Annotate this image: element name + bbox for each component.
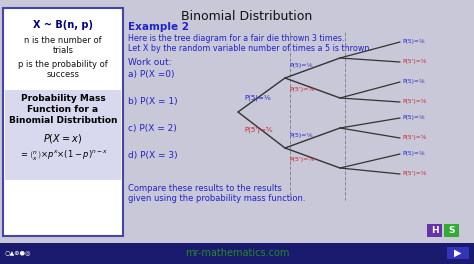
Text: P(5)=⅙: P(5)=⅙	[402, 152, 425, 157]
Text: given using the probability mass function.: given using the probability mass functio…	[128, 194, 306, 203]
Text: P(5')=⅚: P(5')=⅚	[402, 172, 426, 177]
Text: Probability Mass: Probability Mass	[21, 94, 105, 103]
Text: Example 2: Example 2	[128, 22, 189, 32]
Text: P(5')=⅚: P(5')=⅚	[402, 100, 426, 105]
Bar	[5, 90, 121, 180]
Text: Here is the tree diagram for a fair die thrown 3 times.: Here is the tree diagram for a fair die …	[128, 34, 345, 43]
Text: ▶: ▶	[454, 248, 462, 258]
Text: P(5')=⅚: P(5')=⅚	[402, 59, 426, 64]
Text: $=\binom{n}{x}{\times}p^x{\times}(1-p)^{n-x}$: $=\binom{n}{x}{\times}p^x{\times}(1-p)^{…	[18, 148, 108, 162]
Text: trials: trials	[53, 46, 73, 55]
Text: P(5')=⅚: P(5')=⅚	[289, 158, 314, 163]
Text: p is the probability of: p is the probability of	[18, 60, 108, 69]
Text: Work out:: Work out:	[128, 58, 172, 67]
Text: P(5)=⅙: P(5)=⅙	[402, 40, 425, 45]
Text: P(5)=⅙: P(5)=⅙	[402, 79, 425, 84]
Text: a) P(X =0): a) P(X =0)	[128, 70, 174, 79]
Bar	[444, 224, 459, 237]
Text: X ~ B(n, p): X ~ B(n, p)	[33, 20, 93, 30]
Text: S: S	[448, 226, 455, 235]
Text: P(5)=⅙: P(5)=⅙	[244, 95, 271, 101]
Text: n is the number of: n is the number of	[24, 36, 102, 45]
Bar	[3, 8, 123, 236]
Text: mr-mathematics.com: mr-mathematics.com	[185, 248, 289, 258]
Text: P(5)=⅙: P(5)=⅙	[402, 116, 425, 120]
Bar	[427, 224, 442, 237]
Text: c) P(X = 2): c) P(X = 2)	[128, 124, 177, 133]
Text: P(5')=⅚: P(5')=⅚	[244, 127, 273, 133]
Bar	[0, 243, 474, 264]
Text: $P(X = x)$: $P(X = x)$	[44, 132, 82, 145]
Text: P(5)=⅙: P(5)=⅙	[289, 64, 313, 68]
Text: Binomial Distribution: Binomial Distribution	[182, 10, 313, 23]
Text: Let X by the random variable number of times a 5 is thrown.: Let X by the random variable number of t…	[128, 44, 372, 53]
Text: ○▲⊕●◎: ○▲⊕●◎	[5, 251, 31, 256]
Bar	[447, 247, 469, 259]
Text: Binomial Distribution: Binomial Distribution	[9, 116, 117, 125]
Text: Compare these results to the results: Compare these results to the results	[128, 184, 282, 193]
Text: Function for a: Function for a	[27, 105, 99, 114]
Text: success: success	[46, 70, 80, 79]
Text: d) P(X = 3): d) P(X = 3)	[128, 151, 178, 160]
Text: H: H	[431, 226, 438, 235]
Text: b) P(X = 1): b) P(X = 1)	[128, 97, 178, 106]
Text: P(5')=⅚: P(5')=⅚	[402, 135, 426, 140]
Text: P(5)=⅙: P(5)=⅙	[289, 134, 313, 139]
Text: P(5')=⅚: P(5')=⅚	[289, 87, 314, 92]
